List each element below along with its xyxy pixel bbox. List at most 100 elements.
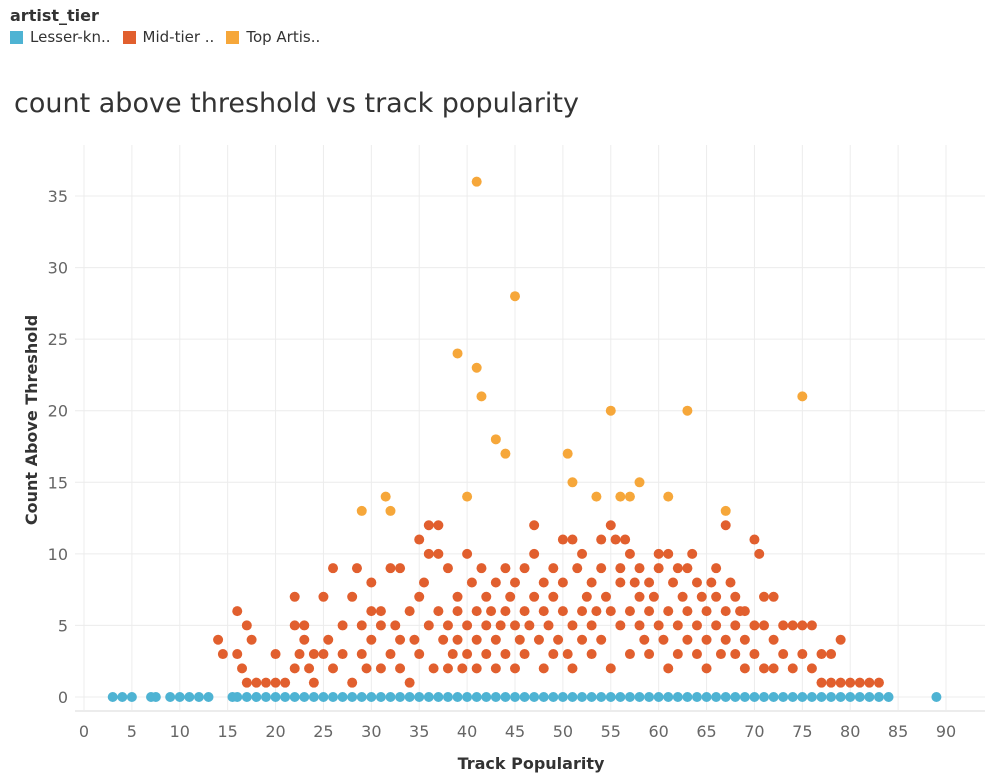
x-tick-label: 20 [265, 722, 285, 741]
data-point [567, 534, 578, 545]
data-point [519, 692, 530, 702]
data-point [510, 663, 520, 674]
data-point [174, 692, 185, 702]
x-axis-label: Track Popularity [458, 754, 605, 773]
data-point [510, 692, 520, 702]
data-point [433, 692, 444, 702]
data-point [577, 606, 588, 617]
data-point [706, 577, 717, 588]
data-point [548, 649, 559, 660]
data-point [682, 405, 693, 416]
data-point [639, 634, 650, 645]
data-point [481, 649, 492, 660]
data-point [107, 692, 118, 702]
data-point [414, 534, 425, 545]
data-point [768, 591, 779, 602]
data-point [500, 563, 511, 574]
data-point [419, 577, 430, 588]
data-point [687, 548, 698, 559]
data-point [845, 677, 856, 688]
data-point [663, 663, 674, 674]
data-point [375, 606, 386, 617]
data-point [404, 692, 415, 702]
x-tick-label: 85 [888, 722, 908, 741]
data-point [644, 649, 655, 660]
x-tick-label: 55 [601, 722, 621, 741]
data-point [624, 692, 635, 702]
data-point [404, 677, 415, 688]
legend-title: artist_tier [10, 6, 99, 25]
data-point [682, 692, 693, 702]
y-tick-label: 15 [48, 473, 68, 492]
data-point [931, 692, 942, 702]
data-point [591, 491, 602, 502]
data-point [490, 577, 501, 588]
x-tick-label: 50 [553, 722, 573, 741]
x-tick-label: 0 [79, 722, 89, 741]
legend-label: Lesser-kn.. [30, 28, 111, 46]
data-point [806, 663, 817, 674]
data-point [648, 591, 659, 602]
data-point [739, 606, 750, 617]
data-point [596, 634, 607, 645]
data-point [620, 534, 631, 545]
data-point [557, 577, 568, 588]
data-point [462, 649, 473, 660]
data-point [691, 577, 702, 588]
data-point [605, 663, 616, 674]
data-point [663, 548, 674, 559]
data-point [457, 663, 468, 674]
data-point [241, 692, 252, 702]
legend-item[interactable]: Lesser-kn.. [10, 28, 111, 46]
data-point [423, 620, 434, 631]
data-point [720, 606, 731, 617]
data-point [246, 634, 257, 645]
data-point [414, 591, 425, 602]
data-point [701, 606, 712, 617]
data-point [701, 663, 712, 674]
data-point [213, 634, 224, 645]
data-point [596, 563, 607, 574]
data-point [749, 620, 760, 631]
data-point [797, 692, 808, 702]
data-point [237, 663, 248, 674]
data-point [653, 620, 664, 631]
data-point [270, 692, 281, 702]
data-point [591, 606, 602, 617]
data-point [380, 491, 391, 502]
data-point [634, 620, 645, 631]
data-point [505, 591, 516, 602]
data-point [203, 692, 214, 702]
legend-item[interactable]: Top Artis.. [226, 28, 320, 46]
data-point [280, 692, 291, 702]
data-point [423, 520, 434, 531]
data-point [337, 649, 348, 660]
data-point [260, 692, 271, 702]
data-point [356, 620, 367, 631]
legend-label: Top Artis.. [246, 28, 321, 46]
legend-item[interactable]: Mid-tier .. [122, 28, 215, 46]
data-point [251, 692, 262, 702]
data-point [816, 677, 827, 688]
data-point [428, 663, 439, 674]
data-point [567, 692, 578, 702]
data-point [677, 591, 688, 602]
data-point [787, 692, 798, 702]
data-point [749, 534, 760, 545]
data-point [615, 620, 626, 631]
data-point [414, 649, 425, 660]
data-point [577, 634, 588, 645]
data-point [600, 591, 611, 602]
data-point [347, 692, 358, 702]
data-point [289, 663, 300, 674]
data-point [385, 649, 396, 660]
data-point [519, 649, 530, 660]
data-point [385, 505, 396, 516]
data-point [634, 563, 645, 574]
data-point [409, 634, 420, 645]
data-point [150, 692, 161, 702]
legend-label: Mid-tier .. [142, 28, 215, 46]
data-point [715, 649, 726, 660]
legend-items: Lesser-kn.. Mid-tier .. Top Artis.. [10, 28, 320, 46]
